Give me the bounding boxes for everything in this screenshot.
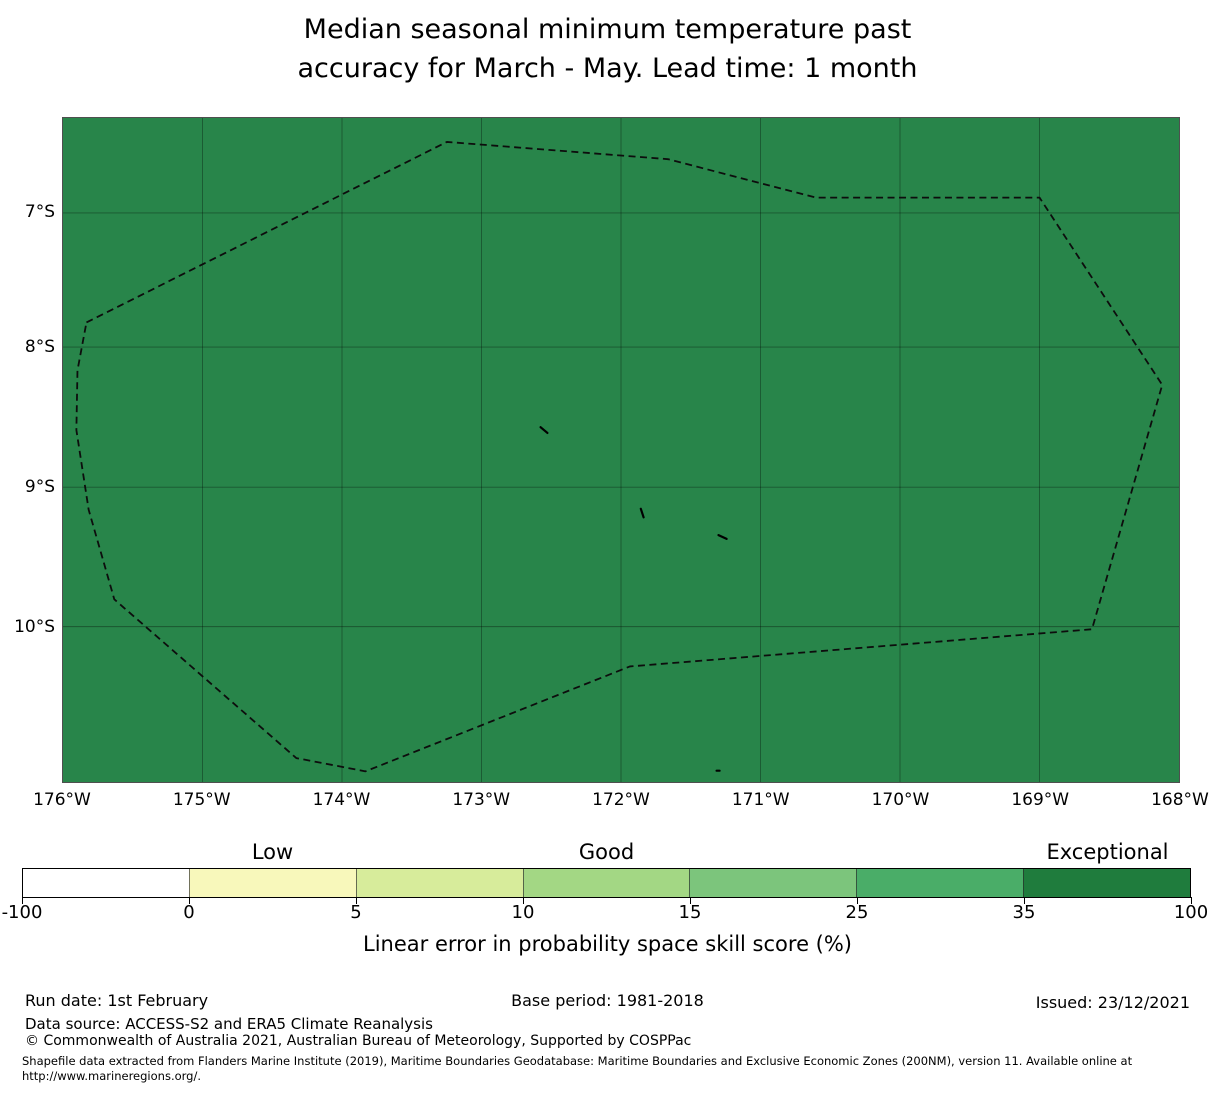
run-date-label: Run date: 1st February: [25, 991, 209, 1010]
y-axis-tick-label: 10°S: [14, 617, 55, 638]
page-title: Median seasonal minimum temperature past…: [0, 10, 1215, 88]
colorbar-category-label: Exceptional: [1046, 840, 1169, 864]
colorbar-tick-label: 5: [350, 902, 362, 923]
colorbar-category-label: Good: [578, 840, 635, 864]
colorbar-tick-label: -100: [1, 902, 43, 923]
x-axis-tick-label: 173°W: [452, 790, 511, 810]
x-axis-tick-label: 172°W: [592, 790, 650, 810]
copyright-label: © Commonwealth of Australia 2021, Austra…: [25, 1033, 692, 1049]
y-axis-tick-label: 8°S: [24, 336, 55, 357]
colorbar-segment: [355, 869, 523, 897]
title-line-2: accuracy for March - May. Lead time: 1 m…: [297, 53, 918, 84]
colorbar-tick-mark: [189, 897, 190, 904]
shapefile-note-line-2: http://www.marineregions.org/.: [22, 1069, 201, 1083]
colorbar-tick-mark: [22, 897, 23, 904]
colorbar-segment: [188, 869, 356, 897]
y-axis-tick-label: 7°S: [24, 202, 55, 223]
colorbar-tick-mark: [690, 897, 691, 904]
colorbar-tick-label: 0: [183, 902, 195, 923]
shapefile-note-line-1: Shapefile data extracted from Flanders M…: [22, 1054, 1133, 1068]
map-plot: [62, 117, 1180, 783]
map-canvas: [63, 118, 1179, 782]
colorbar-segment: [689, 869, 857, 897]
x-axis-tick-label: 174°W: [312, 790, 371, 810]
colorbar-tick-label: 100: [1173, 902, 1209, 923]
colorbar-tick-mark: [356, 897, 357, 904]
eez-boundary-path: [75, 141, 1164, 773]
colorbar-segment: [856, 869, 1024, 897]
colorbar: [22, 868, 1191, 898]
base-period-label: Base period: 1981-2018: [511, 991, 704, 1010]
y-axis-tick-label: 9°S: [24, 477, 55, 498]
data-source-label: Data source: ACCESS-S2 and ERA5 Climate …: [25, 1015, 433, 1033]
colorbar-caption: Linear error in probability space skill …: [363, 932, 852, 956]
x-axis-tick-label: 171°W: [731, 790, 790, 810]
colorbar-tick-label: 25: [845, 902, 869, 923]
colorbar-category-label: Low: [251, 840, 294, 864]
colorbar-tick-label: 15: [678, 902, 702, 923]
colorbar-segment: [522, 869, 690, 897]
x-axis-tick-label: 170°W: [871, 790, 930, 810]
x-axis-tick-label: 175°W: [172, 790, 231, 810]
colorbar-tick-mark: [523, 897, 524, 904]
colorbar-tick-mark: [1191, 897, 1192, 904]
colorbar-segment: [1023, 869, 1191, 897]
colorbar-tick-mark: [857, 897, 858, 904]
title-line-1: Median seasonal minimum temperature past: [303, 14, 912, 45]
map-fill: [63, 118, 1179, 782]
x-axis-tick-label: 176°W: [33, 790, 91, 810]
x-axis-tick-label: 168°W: [1151, 790, 1209, 810]
island-marker: [539, 426, 549, 435]
colorbar-tick-mark: [1024, 897, 1025, 904]
issued-date-label: Issued: 23/12/2021: [1035, 993, 1190, 1012]
island-marker: [639, 507, 645, 519]
island-marker: [717, 533, 728, 540]
colorbar-segment: [23, 869, 189, 897]
colorbar-tick-label: 35: [1012, 902, 1036, 923]
shapefile-note: Shapefile data extracted from Flanders M…: [22, 1054, 1197, 1084]
colorbar-tick-label: 10: [511, 902, 535, 923]
x-axis-tick-label: 169°W: [1011, 790, 1070, 810]
